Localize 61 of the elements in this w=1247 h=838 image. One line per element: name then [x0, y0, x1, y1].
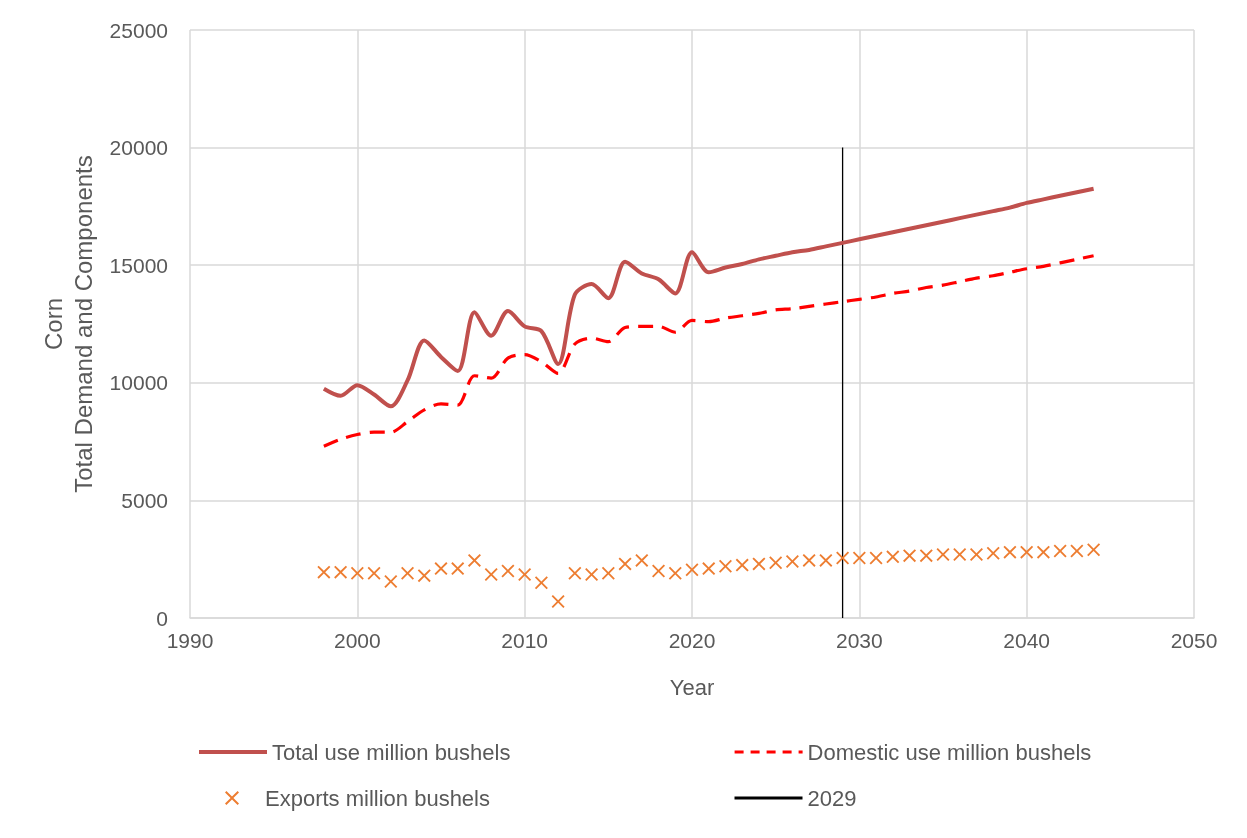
legend-label: 2029: [807, 785, 857, 811]
point: [534, 576, 548, 590]
y-tick-label: 0: [156, 606, 168, 630]
y-tick-label: 5000: [121, 488, 168, 512]
legend-label: Total use million bushels: [272, 739, 511, 765]
point: [685, 563, 699, 577]
point: [769, 556, 783, 570]
point: [451, 562, 465, 576]
point: [1087, 543, 1101, 557]
point: [401, 566, 415, 580]
x-tick-label: 1990: [166, 629, 214, 652]
point: [501, 564, 515, 578]
point: [417, 569, 431, 583]
point: [886, 550, 900, 564]
point: [668, 566, 682, 580]
point: [702, 562, 716, 576]
point: [953, 548, 967, 561]
point: [752, 557, 766, 571]
point: [986, 546, 1000, 560]
x-tick-label: 2040: [1003, 629, 1051, 652]
legend-label: Exports million bushels: [265, 785, 490, 811]
point: [585, 567, 599, 581]
y-tick-label: 10000: [109, 371, 168, 395]
point: [618, 557, 632, 571]
point: [367, 566, 381, 580]
point: [1070, 544, 1084, 558]
point: [903, 549, 917, 563]
point: [1003, 545, 1017, 559]
point: [601, 566, 615, 580]
point: [869, 551, 883, 565]
legend-label: Domestic use million bushels: [807, 739, 1092, 765]
point: [735, 558, 749, 572]
point: [334, 565, 348, 579]
point: [568, 566, 582, 580]
point: [350, 566, 364, 580]
x-tick-label: 2020: [668, 629, 716, 652]
x-tick-label: 2030: [835, 629, 883, 652]
point: [802, 553, 816, 567]
point: [785, 555, 799, 569]
point: [635, 553, 649, 567]
point: [1020, 545, 1034, 559]
y-tick-label: 25000: [109, 18, 168, 42]
line-series: [322, 254, 1096, 448]
point: [1036, 545, 1050, 559]
point: [919, 549, 933, 563]
x-axis-title: Year: [669, 674, 715, 700]
y-axis-title: Corn Total Demand and Components: [39, 155, 97, 493]
point: [718, 559, 732, 573]
x-tick-label: 2000: [333, 629, 381, 652]
point: [467, 553, 481, 567]
point: [518, 567, 532, 581]
line-series: [321, 186, 1096, 409]
point: [1053, 544, 1067, 558]
point: [969, 548, 983, 561]
x-tick-label: 2050: [1170, 629, 1218, 652]
point: [384, 575, 398, 589]
y-tick-label: 20000: [109, 136, 168, 160]
x-tick-label: 2010: [501, 629, 549, 652]
point: [819, 553, 833, 567]
point: [317, 565, 331, 579]
y-tick-label: 15000: [109, 253, 168, 277]
